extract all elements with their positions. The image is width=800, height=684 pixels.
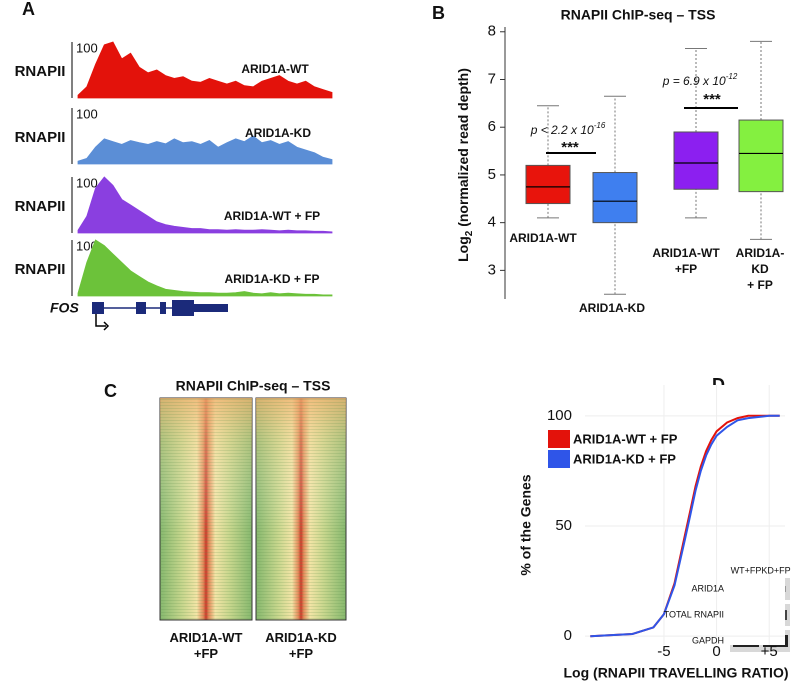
x-axis-label: Log (RNAPII TRAVELLING RATIO) [563,665,788,681]
p-value: p = 6.9 x 10-12 [662,72,738,88]
track-name: ARID1A-KD [245,126,311,140]
plot-area [585,385,785,645]
x-tick-label: +5 [761,643,778,660]
y-axis-label: % of the Genes [518,474,534,575]
y-tick-label: 7 [488,70,496,87]
box [673,131,719,190]
gene-model [92,300,228,331]
category-label: ARID1A-WT +FP [652,246,720,276]
heatmap [159,397,347,621]
y-tick-label: 5 [488,166,496,183]
track-name: ARID1A-WT [241,62,309,76]
category-label: ARID1A-KD [579,301,645,315]
heatmap-column-label: ARID1A-WT +FP [169,630,243,661]
track-profile [77,176,333,234]
panel-label: B [432,3,445,23]
box [738,119,784,193]
box [592,172,638,224]
cdf-line [590,414,780,638]
track-scale: 100 [76,175,98,190]
heatmap-column-label: ARID1A-KD +FP [265,630,337,661]
p-value: p < 2.2 x 10-16 [530,121,606,137]
significance-stars: *** [561,139,579,156]
y-tick-label: 3 [488,261,496,278]
y-tick-label: 50 [555,517,572,534]
p-value-text: p < 2.2 x 10 [530,123,594,137]
legend-swatch [548,430,570,448]
y-tick-label: 8 [488,23,496,40]
track-profile [77,239,333,297]
y-axis-label-part: (normalized read depth) [455,68,471,231]
category-label: ARID1A-WT [509,231,577,245]
significance-stars: *** [703,91,721,108]
y-tick-label: 0 [564,627,572,644]
gene-name: FOS [50,300,79,316]
track-profile [77,135,333,165]
box [525,164,571,205]
blot-row-label: TOTAL RNAPII [664,609,724,619]
y-tick-label: 6 [488,118,496,135]
blot-row-label: GAPDH [692,635,724,645]
y-axis-label: Log2 (normalized read depth) [455,68,475,262]
blot-lane-label: KD+FP [761,565,790,575]
p-value-text: p = 6.9 x 10 [662,74,726,88]
p-value-exp: -16 [594,121,606,130]
legend-label: ARID1A-WT + FP [573,431,678,446]
category-label: ARID1A-KD + FP [735,246,785,292]
y-tick-label: 4 [488,214,496,231]
panel-label: A [22,0,35,19]
x-tick-label: -5 [657,643,670,660]
blot-lane-label: WT+FP [731,565,762,575]
track-label: RNAPII [15,261,66,278]
track-label: RNAPII [15,198,66,215]
legend-swatch [548,450,570,468]
blot-row-label: ARID1A [691,583,724,593]
track-scale: 100 [76,40,98,55]
heatmap-title: RNAPII ChIP-seq – TSS [176,378,331,394]
track-name: ARID1A-KD + FP [224,272,319,286]
y-axis-label-part: Log [455,236,471,262]
chart-title: RNAPII ChIP-seq – TSS [561,7,716,23]
track-label: RNAPII [15,63,66,80]
track-label: RNAPII [15,129,66,146]
track-profile [77,41,333,99]
panel-label: C [104,381,117,401]
y-tick-label: 100 [547,407,572,424]
y-axis-label-sub: 2 [464,230,475,236]
track-name: ARID1A-WT + FP [224,209,320,223]
legend-label: ARID1A-KD + FP [573,451,676,466]
track-scale: 100 [76,106,98,121]
p-value-exp: -12 [726,72,738,81]
x-tick-label: 0 [712,643,720,660]
